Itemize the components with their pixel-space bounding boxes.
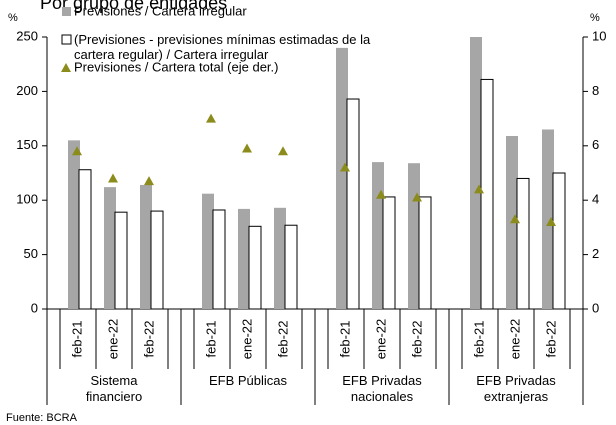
bar	[552, 172, 566, 310]
triangle-marker	[206, 113, 216, 123]
bar	[480, 78, 494, 310]
triangle-marker	[242, 143, 252, 153]
triangle-marker	[144, 176, 154, 186]
x-tick-label: feb-21	[337, 321, 352, 358]
bar	[248, 225, 262, 310]
y-tick-label: 150	[16, 137, 38, 152]
y-unit: %	[8, 12, 18, 24]
y-tick-label: 50	[24, 246, 38, 261]
bar	[336, 47, 348, 309]
bar	[150, 210, 164, 310]
x-tick-label: feb-21	[471, 321, 486, 358]
legend-label: Previsiones / Cartera total (eje der.)	[74, 59, 278, 74]
legend-marker	[61, 34, 72, 45]
bar	[542, 129, 554, 309]
y2-tick-label: 8	[592, 83, 599, 98]
bar	[284, 224, 298, 310]
bar	[202, 193, 214, 309]
x-tick-label: ene-22	[239, 319, 254, 359]
triangle-marker	[510, 214, 520, 224]
bar	[238, 208, 250, 309]
y-tick-label: 0	[31, 300, 38, 315]
triangle-marker	[376, 189, 386, 199]
bar	[372, 162, 384, 309]
triangle-marker	[474, 184, 484, 194]
x-tick-label: ene-22	[373, 319, 388, 359]
x-tick-label: feb-21	[69, 321, 84, 358]
triangle-marker	[546, 216, 556, 226]
bar	[78, 169, 92, 310]
bar	[140, 184, 152, 309]
triangle-marker	[72, 146, 82, 156]
triangle-marker	[108, 173, 118, 183]
legend-marker	[62, 7, 71, 16]
y2-unit: %	[590, 12, 600, 24]
x-tick-label: feb-22	[543, 321, 558, 358]
source: Fuente: BCRA	[6, 412, 78, 424]
y2-tick-label: 2	[592, 246, 599, 261]
y2-tick-label: 0	[592, 300, 599, 315]
y-tick-label: 100	[16, 192, 38, 207]
group-label: EFB Públicas	[208, 373, 288, 388]
triangle-marker	[412, 192, 422, 202]
legend-label: (Previsiones - previsiones mínimas estim…	[74, 32, 371, 62]
legend-label: Previsiones / Cartera irregular	[74, 3, 247, 18]
x-tick-label: feb-22	[141, 321, 156, 358]
x-tick-label: ene-22	[105, 319, 120, 359]
x-tick-label: feb-22	[409, 321, 424, 358]
group-label: Sistema financiero	[85, 373, 143, 404]
bar	[212, 209, 226, 310]
bar	[418, 196, 432, 310]
bar	[382, 196, 396, 310]
triangle-marker	[278, 146, 288, 156]
x-tick-label: feb-21	[203, 321, 218, 358]
group-label: EFB Privadas extranjeras	[476, 373, 556, 404]
bar	[470, 37, 482, 309]
bar	[346, 98, 360, 310]
group-label: EFB Privadas nacionales	[342, 373, 422, 404]
bar	[408, 163, 420, 309]
y2-tick-label: 6	[592, 137, 599, 152]
bar	[68, 140, 80, 309]
x-tick-label: feb-22	[275, 321, 290, 358]
y2-tick-label: 4	[592, 192, 599, 207]
y2-tick-label: 10	[592, 28, 606, 43]
triangle-marker	[340, 162, 350, 172]
chart-title: Por grupo de entidades	[40, 0, 227, 13]
legend-marker	[61, 63, 71, 72]
bar	[274, 207, 286, 309]
bar	[104, 187, 116, 309]
bar	[516, 177, 530, 310]
bar	[114, 211, 128, 310]
x-tick-label: ene-22	[507, 319, 522, 359]
y-tick-label: 250	[16, 28, 38, 43]
y-tick-label: 200	[16, 83, 38, 98]
